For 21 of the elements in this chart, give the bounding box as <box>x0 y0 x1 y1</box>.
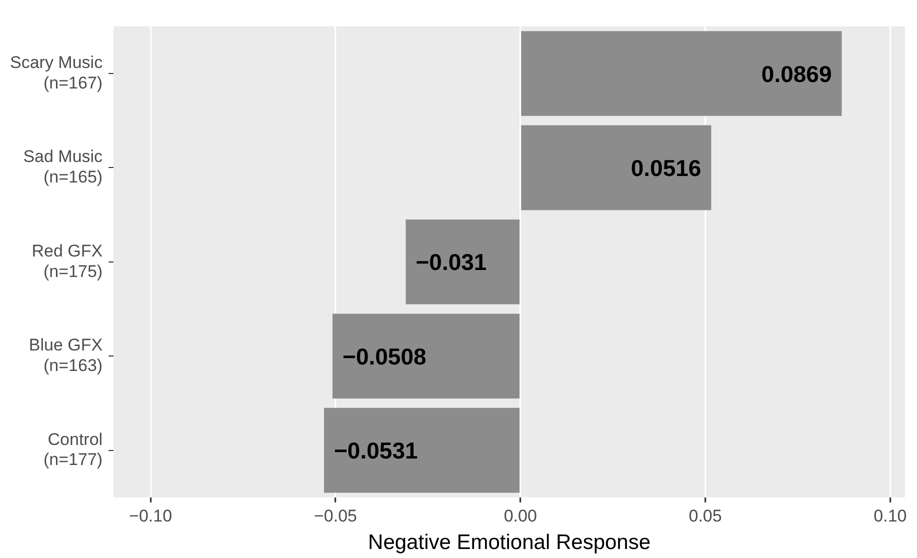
y-tick-label: Red GFX (n=175) <box>32 241 103 281</box>
data-label: 0.0516 <box>630 155 702 182</box>
y-tick-label: Scary Music (n=167) <box>10 52 104 92</box>
x-tick-label: 0.05 <box>688 506 722 526</box>
data-label: −0.0531 <box>334 438 418 464</box>
y-tick-label: Sad Music (n=165) <box>23 147 104 187</box>
x-tick-label: −0.05 <box>314 506 357 526</box>
x-tick-label: 0.00 <box>504 506 537 526</box>
x-tick-label: −0.10 <box>129 506 172 526</box>
y-tick-label: Control (n=177) <box>43 430 103 470</box>
bar <box>521 31 842 116</box>
x-tick-label: 0.10 <box>874 506 907 526</box>
data-label: −0.0508 <box>342 343 426 370</box>
data-label: −0.031 <box>416 249 487 276</box>
bar <box>332 314 520 398</box>
y-tick-label: Blue GFX (n=163) <box>28 336 103 375</box>
bar <box>406 220 520 304</box>
bar <box>324 408 520 493</box>
x-axis-title: Negative Emotional Response <box>368 531 651 554</box>
data-label: 0.0869 <box>761 60 832 87</box>
bar <box>521 125 712 210</box>
